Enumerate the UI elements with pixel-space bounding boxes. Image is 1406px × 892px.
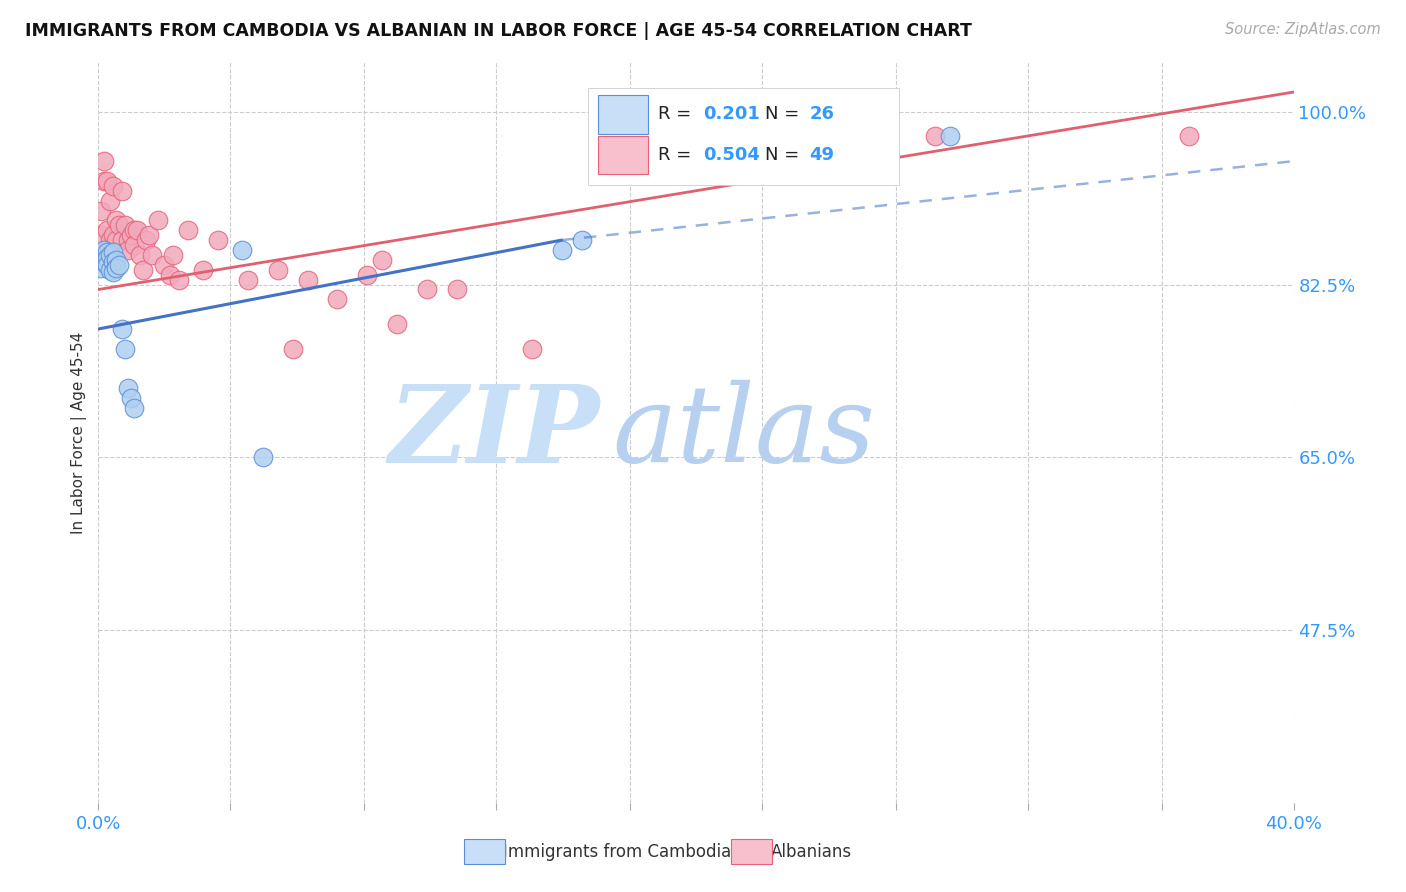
Point [138,228,160,243]
Point [96,223,118,237]
Point [326,293,349,307]
Text: N =: N = [765,146,806,164]
Text: N =: N = [765,105,806,123]
Point [120,228,142,243]
Point [90,260,112,275]
Text: 0.201: 0.201 [703,105,761,123]
Point [98,194,122,208]
Text: IMMIGRANTS FROM CAMBODIA VS ALBANIAN IN LABOR FORCE | AGE 45-54 CORRELATION CHAR: IMMIGRANTS FROM CAMBODIA VS ALBANIAN IN … [25,22,972,40]
Point [90,203,112,218]
Y-axis label: In Labor Force | Age 45-54: In Labor Force | Age 45-54 [72,332,87,533]
Text: 0.504: 0.504 [703,146,761,164]
Point [550,243,572,257]
Point [96,251,118,265]
Point [96,244,118,259]
Text: 26: 26 [810,105,835,123]
Point [939,129,962,144]
Point [103,255,125,269]
Point [105,260,128,275]
Point [124,223,146,237]
Point [105,233,128,247]
Point [93,174,115,188]
FancyBboxPatch shape [589,88,900,185]
Point [924,129,946,144]
Text: atlas: atlas [613,380,876,485]
Point [105,252,128,267]
Point [93,154,115,169]
Text: ZIP: ZIP [389,380,600,485]
Point [177,223,200,237]
Point [114,219,136,233]
Point [117,233,139,247]
Point [167,272,190,286]
Point [1178,129,1201,144]
Point [281,342,304,356]
Point [117,381,139,395]
Point [385,317,409,331]
Point [356,268,378,282]
Point [207,233,229,247]
Point [129,248,152,262]
Point [132,262,155,277]
Point [571,233,593,247]
Point [153,258,176,272]
Point [191,262,214,277]
Point [90,248,112,262]
Text: Source: ZipAtlas.com: Source: ZipAtlas.com [1225,22,1381,37]
Point [297,272,319,286]
Point [252,450,274,465]
Point [98,262,122,277]
Point [120,391,142,405]
Point [114,342,136,356]
Point [416,283,439,297]
Point [93,243,115,257]
Text: Immigrants from Cambodia: Immigrants from Cambodia [503,843,731,861]
Text: 49: 49 [810,146,835,164]
Point [103,244,125,259]
Point [93,255,115,269]
Point [111,233,134,247]
Point [108,258,131,272]
Point [135,233,157,247]
Point [96,174,118,188]
Point [231,243,253,257]
Point [520,342,543,356]
Point [103,178,125,193]
Point [103,228,125,243]
Text: R =: R = [658,105,697,123]
Point [98,248,122,262]
Point [148,213,170,227]
FancyBboxPatch shape [598,95,648,134]
Text: Albanians: Albanians [770,843,852,861]
Point [371,252,394,267]
FancyBboxPatch shape [598,136,648,174]
Point [105,213,128,227]
Point [103,265,125,279]
Point [124,401,146,415]
Point [127,223,149,237]
Text: R =: R = [658,146,697,164]
Point [90,248,112,262]
Point [236,272,259,286]
Point [117,243,139,257]
Point [108,219,131,233]
Point [159,268,181,282]
Point [446,283,468,297]
Point [96,258,118,272]
Point [267,262,290,277]
Point [124,238,146,252]
Point [789,129,811,144]
Point [162,248,184,262]
Point [98,233,122,247]
Point [111,184,134,198]
Point [90,228,112,243]
Point [111,322,134,336]
Point [141,248,163,262]
